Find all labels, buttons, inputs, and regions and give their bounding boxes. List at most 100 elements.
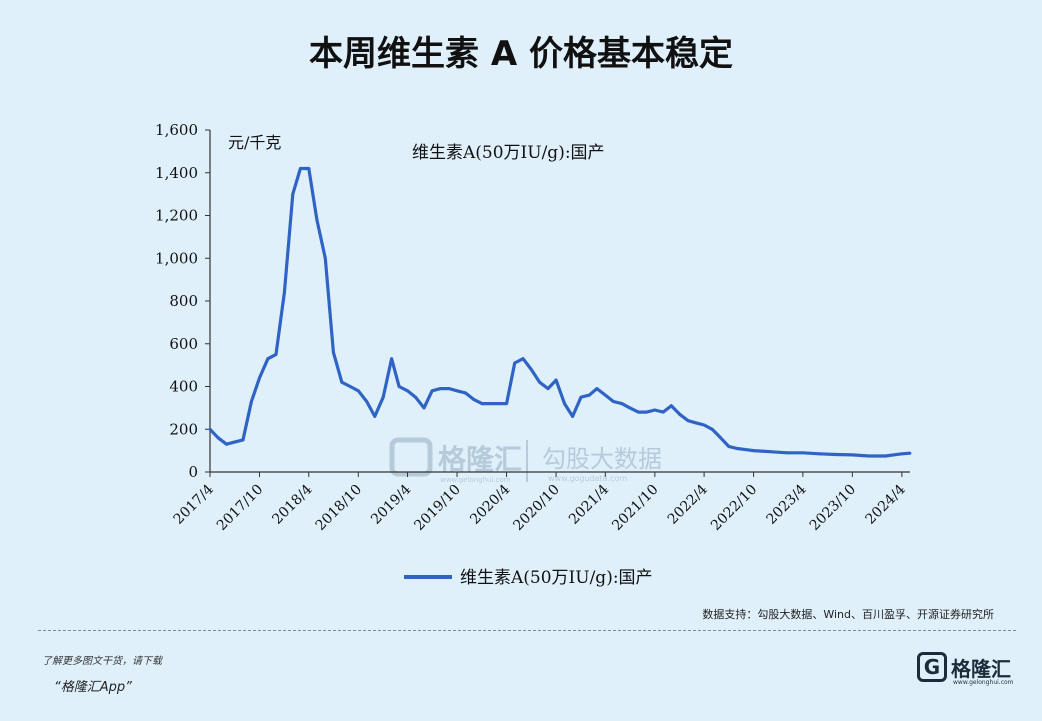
data-point <box>900 452 904 456</box>
y-tick-label: 0 <box>188 463 198 481</box>
data-point <box>216 436 220 440</box>
watermark-site: www.gelonghui.com <box>440 476 511 484</box>
data-point <box>686 419 690 423</box>
x-tick-label: 2022/10 <box>708 482 760 534</box>
data-point <box>439 387 442 391</box>
data-point <box>834 453 838 456</box>
data-point <box>620 402 624 405</box>
data-point <box>365 400 369 403</box>
data-point <box>472 397 475 401</box>
data-point <box>752 449 756 453</box>
x-tick-label: 2020/4 <box>467 481 513 527</box>
x-tick-label: 2022/4 <box>665 481 711 527</box>
x-tick-label: 2020/10 <box>510 482 562 534</box>
x-tick-label: 2021/4 <box>566 481 612 527</box>
data-point <box>208 427 212 431</box>
x-tick-label: 2023/10 <box>807 482 859 534</box>
data-point <box>266 357 270 361</box>
data-point <box>884 454 888 458</box>
data-point <box>233 440 237 444</box>
data-point <box>513 361 517 365</box>
x-tick-label: 2021/10 <box>609 482 661 534</box>
data-point <box>258 376 261 380</box>
data-point <box>291 192 295 196</box>
data-point <box>447 387 451 391</box>
data-point <box>603 393 607 397</box>
data-point <box>538 380 541 384</box>
data-source: 数据支持：勾股大数据、Wind、百川盈孚、开源证券研究所 <box>702 608 994 621</box>
data-point <box>710 427 714 431</box>
data-point <box>373 415 377 418</box>
data-point <box>298 167 302 170</box>
series-group <box>208 166 912 458</box>
data-point <box>406 389 409 393</box>
data-point <box>595 387 599 391</box>
data-point <box>645 410 649 414</box>
data-point <box>225 442 228 446</box>
data-point <box>768 450 772 454</box>
data-point <box>817 452 821 456</box>
series-line <box>208 166 911 458</box>
x-tick-label: 2024/4 <box>863 481 909 527</box>
data-point <box>356 389 360 393</box>
data-point <box>464 391 467 395</box>
y-tick-label: 800 <box>169 292 198 310</box>
data-point <box>694 421 698 425</box>
watermark-logo-icon <box>389 437 433 477</box>
data-point <box>496 402 500 405</box>
data-point <box>455 389 459 393</box>
promo-app-name[interactable]: “格隆汇App” <box>54 680 132 695</box>
data-point <box>381 395 385 399</box>
x-tick-label: 2019/10 <box>411 482 463 534</box>
data-point <box>529 368 533 371</box>
data-point <box>719 436 722 440</box>
footer-divider <box>38 630 1016 631</box>
data-point <box>331 350 335 354</box>
data-point <box>315 218 319 222</box>
data-point <box>801 451 805 455</box>
data-point <box>546 387 550 391</box>
series-annotation: 维生素A(50万IU/g):国产 <box>412 143 605 163</box>
data-point <box>422 406 426 410</box>
brand-logo[interactable]: G 格隆汇 www.gelonghui.com <box>917 652 1027 686</box>
y-tick-label: 200 <box>169 420 198 438</box>
data-point <box>735 447 739 450</box>
data-point <box>669 404 673 408</box>
y-tick-label: 1,200 <box>155 207 198 225</box>
brand-name: 格隆汇 <box>951 657 1011 681</box>
data-point <box>390 357 393 361</box>
data-point <box>727 444 731 448</box>
data-point <box>340 380 344 384</box>
data-point <box>612 400 615 403</box>
data-point <box>653 408 657 412</box>
data-point <box>274 353 278 356</box>
y-tick-label: 400 <box>169 378 198 396</box>
data-point <box>678 412 682 416</box>
axes <box>209 130 910 473</box>
watermark-partner: 勾股大数据 <box>542 445 662 473</box>
chart-title: 本周维生素 A 价格基本稳定 <box>309 34 733 74</box>
data-point <box>636 410 640 414</box>
y-unit-label: 元/千克 <box>228 133 281 152</box>
data-point <box>521 357 525 361</box>
legend-label: 维生素A(50万IU/g):国产 <box>460 568 653 588</box>
line-chart: 格隆汇 www.gelonghui.com 勾股大数据 www.gogudata… <box>155 121 912 588</box>
y-tick-label: 600 <box>169 335 198 353</box>
y-tick-label: 1,600 <box>155 121 198 139</box>
x-tick-label: 2017/10 <box>214 482 266 534</box>
data-point <box>661 410 665 414</box>
data-point <box>875 454 879 458</box>
data-point <box>430 389 434 393</box>
data-point <box>571 415 574 418</box>
data-point <box>579 395 583 399</box>
y-tick-label: 1,000 <box>155 249 198 267</box>
data-point <box>554 378 558 382</box>
data-point <box>892 453 895 457</box>
data-point <box>307 167 311 170</box>
data-point <box>785 451 789 455</box>
brand-url: www.gelonghui.com <box>953 679 1014 686</box>
data-point <box>850 453 854 457</box>
data-point <box>867 454 871 458</box>
data-point <box>414 395 418 399</box>
